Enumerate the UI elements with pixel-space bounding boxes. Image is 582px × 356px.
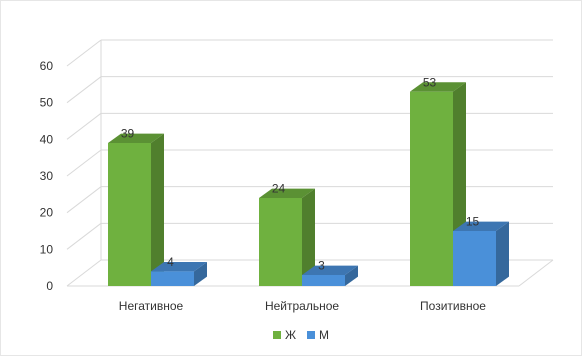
category-label: Позитивное (420, 299, 486, 313)
gridline-30 (66, 149, 553, 177)
category-label: Негативное (119, 299, 184, 313)
floor-right-edge (518, 259, 554, 287)
gridlines (66, 39, 553, 287)
y-tick-label: 20 (40, 206, 54, 220)
data-label-М-0: 4 (167, 255, 174, 269)
legend-label: Ж (285, 328, 296, 342)
legend-swatch (307, 331, 315, 339)
legend-label: М (319, 328, 329, 342)
y-tick-label: 10 (40, 242, 54, 256)
labels: 0 10 20 30 40 50 60 39 4 Негативное 24 3 Нейтральное… (40, 59, 487, 313)
bar-Ж-1 (259, 188, 315, 286)
bars (108, 82, 509, 287)
y-tick-label: 40 (40, 132, 54, 146)
gridline-20 (66, 186, 553, 214)
data-label-М-2: 15 (466, 215, 480, 229)
bar-Ж-0 (108, 133, 164, 286)
bar-М-2 (453, 221, 509, 286)
gridline-50 (66, 76, 553, 104)
y-tick-label: 30 (40, 169, 54, 183)
bar-М-1 (302, 265, 358, 286)
y-tick-label: 50 (40, 96, 54, 110)
y-tick-label: 60 (40, 59, 54, 73)
data-label-Ж-2: 53 (423, 75, 437, 89)
y-tick-label: 0 (46, 279, 53, 293)
data-label-Ж-1: 24 (272, 182, 286, 196)
gridline-40 (66, 112, 553, 140)
data-label-М-1: 3 (318, 259, 325, 273)
legend-swatch (273, 331, 281, 339)
data-label-Ж-0: 39 (121, 127, 135, 141)
bar-М-0 (151, 261, 207, 286)
legend-item-М: М (307, 328, 329, 342)
legend-item-Ж: Ж (273, 328, 296, 342)
gridline-60 (66, 39, 553, 67)
category-label: Нейтральное (265, 299, 339, 313)
